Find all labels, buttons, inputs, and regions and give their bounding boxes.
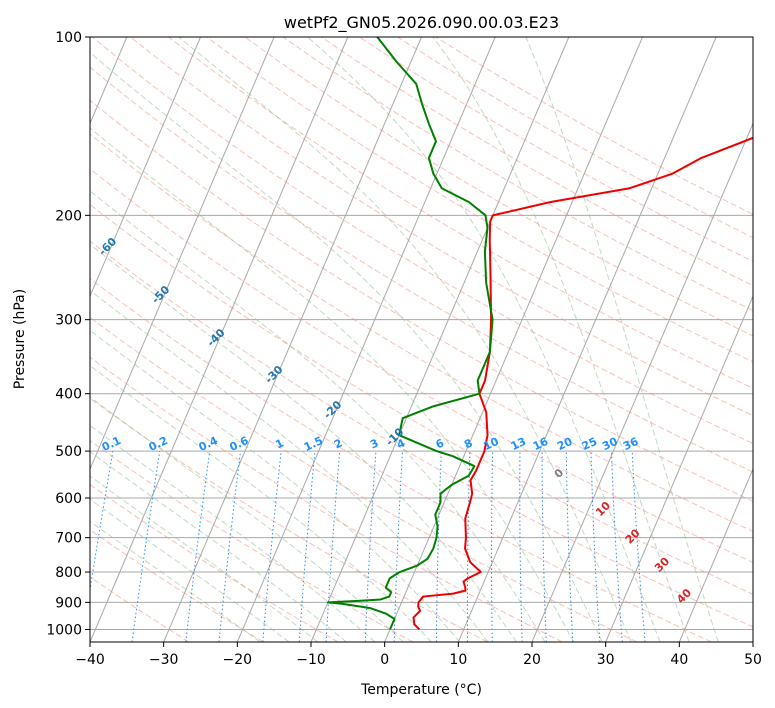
y-tick-label: 600 [55, 491, 82, 507]
moist-adiabat-line [178, 37, 632, 642]
x-tick-label: −40 [75, 652, 105, 668]
moist-adiabat-line [90, 289, 489, 642]
x-tick-label: 0 [380, 652, 389, 668]
moist-adiabat-line [90, 190, 546, 642]
moist-adiabat-line [90, 451, 347, 642]
moist-adiabat-line [90, 364, 432, 642]
moist-adiabat-line [525, 37, 719, 642]
moist-adiabat-line [90, 329, 461, 642]
y-tick-label: 900 [55, 595, 82, 611]
axes: −40 −30 −20 −10 0 10 20 30 40 50 100 200 300 400 500 60… [46, 30, 762, 668]
y-tick-label: 700 [55, 531, 82, 547]
isotherm-line [90, 37, 349, 642]
moist-adiabat-line [90, 424, 376, 642]
x-tick-label: 50 [744, 652, 762, 668]
x-tick-label: 30 [597, 652, 615, 668]
x-tick-label: −30 [149, 652, 179, 668]
mixing-ratio-line [262, 451, 282, 642]
moist-adiabat-line [432, 37, 690, 642]
isotherm-line [457, 37, 717, 642]
y-tick-label: 1000 [46, 622, 82, 638]
dry-adiabat-line [90, 440, 414, 642]
y-axis-label: Pressure (hPa) [12, 289, 28, 389]
dry-adiabat-line [90, 576, 190, 642]
temperature-profile [412, 136, 753, 631]
isotherm-line [531, 122, 753, 642]
profile-lines [326, 37, 753, 631]
dry-adiabat-line [206, 37, 753, 363]
dry-adiabat-line [90, 316, 638, 642]
isotherm-line [163, 37, 422, 642]
mixing-ratio-label: 36 [621, 435, 641, 453]
dewpoint-profile [326, 37, 494, 630]
y-tick-label: 800 [55, 565, 82, 581]
y-tick-label: 300 [55, 313, 82, 329]
moist-adiabat-line [90, 520, 261, 642]
mixing-ratio-line [90, 451, 114, 593]
dry-adiabat-line [90, 203, 753, 595]
mixing-ratio-line [185, 451, 211, 642]
dry-adiabat-line [130, 37, 753, 417]
dry-adiabat-line [90, 356, 563, 642]
dry-adiabat-line [90, 397, 488, 642]
moist-adiabat-line [307, 37, 661, 642]
dry-adiabat-line [282, 37, 753, 312]
isotherm-line [678, 467, 753, 642]
moist-adiabat-line [90, 243, 517, 642]
y-tick-label: 100 [55, 30, 82, 46]
mixing-ratio-line [298, 451, 316, 642]
x-tick-label: 40 [670, 652, 688, 668]
dry-adiabat-line [90, 168, 753, 563]
dry-adiabat-line [90, 133, 753, 533]
mixing-ratio-label: 30 [600, 435, 620, 453]
isotherm-line [90, 37, 201, 298]
mixing-ratio-label: 16 [531, 435, 551, 453]
isotherm-line [384, 37, 643, 642]
mixing-ratio-line [218, 451, 242, 642]
x-tick-label: −10 [296, 652, 326, 668]
x-tick-label: −20 [223, 652, 253, 668]
background-lines [90, 37, 753, 642]
x-tick-label: 20 [523, 652, 541, 668]
moist-adiabat-line [90, 475, 319, 642]
mixing-ratio-label: 10 [481, 435, 501, 453]
isotherm-line [90, 37, 275, 471]
mixing-ratio-label: 20 [555, 435, 575, 453]
dry-adiabat-line [90, 483, 339, 642]
mixing-ratio-line [131, 451, 161, 642]
y-tick-label: 500 [55, 444, 82, 460]
moist-adiabat-line [90, 396, 404, 642]
isotherm-line [236, 37, 496, 642]
x-axis-label: Temperature (°C) [360, 682, 482, 698]
moist-adiabat-line [90, 51, 603, 642]
mixing-ratio-label: 25 [580, 435, 599, 453]
y-tick-label: 400 [55, 387, 82, 403]
moist-adiabat-line [90, 127, 575, 642]
chart-title: wetPf2_GN05.2026.090.00.03.E23 [284, 13, 559, 33]
x-tick-label: 10 [449, 652, 467, 668]
dry-adiabat-line [90, 66, 753, 473]
y-tick-label: 200 [55, 208, 82, 224]
plot-frame [89, 36, 754, 643]
isotherm-line [605, 295, 753, 642]
mixing-ratio-label: 13 [509, 435, 528, 453]
